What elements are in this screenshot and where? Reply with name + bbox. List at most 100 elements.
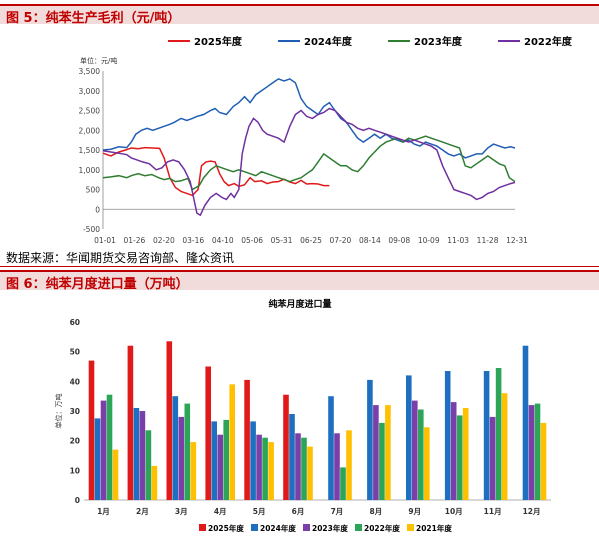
figure6-x-tick-label: 1月 (97, 507, 110, 516)
figure6-legend-swatch (407, 524, 414, 531)
figure6-bar (145, 430, 152, 500)
figure6-x-tick-label: 10月 (445, 507, 463, 516)
figure5-x-tick-label: 07-20 (330, 236, 352, 245)
figure6-bar (385, 405, 391, 500)
figure6-bar (328, 396, 334, 500)
figure6-bar (444, 371, 451, 500)
figure6-bar (172, 396, 179, 500)
figure6-x-tick-label: 6月 (292, 507, 305, 516)
figure5-legend-label: 2022年度 (524, 35, 573, 48)
figure5-y-tick-label: 1,500 (79, 146, 101, 155)
figure6-heading-bar: 图 6：纯苯月度进口量（万吨） (0, 270, 599, 292)
figure6-x-tick-label: 2月 (136, 507, 149, 516)
figure6-bar (178, 416, 185, 500)
figure6-bar (534, 403, 541, 500)
figure6-bar (522, 345, 529, 500)
figure6-bar (412, 400, 418, 500)
figure6-bar (289, 414, 295, 500)
figure6-bar (94, 418, 101, 500)
figure5-series-line (102, 78, 516, 159)
figure5-x-tick-label: 11-28 (477, 236, 499, 245)
figure6-bar (462, 408, 469, 500)
figure6-x-tick-label: 8月 (370, 507, 383, 516)
figure6-bar (379, 422, 385, 500)
figure5-x-tick-label: 08-14 (359, 236, 381, 245)
figure5-source: 数据来源：华闻期货交易咨询部、隆众资讯 (6, 251, 235, 265)
figure5-y-tick-label: 2,500 (79, 107, 101, 116)
figure6-y-tick-label: 50 (70, 348, 80, 357)
figure5-legend-label: 2023年度 (414, 35, 463, 48)
figure6-bar (418, 409, 424, 500)
figure6-bar (223, 419, 229, 500)
figure6-bar (540, 422, 547, 500)
figure6-bar (340, 467, 346, 500)
figure6-legend-swatch (355, 524, 362, 531)
figure6-bar (346, 430, 352, 500)
figure6-chart-title: 纯苯月度进口量 (268, 298, 331, 310)
figure6-bar (307, 446, 313, 500)
figure6-x-tick-label: 12月 (523, 507, 541, 516)
figure5-x-tick-label: 09-08 (388, 236, 410, 245)
figure5-series-line (102, 135, 516, 191)
figure6-y-tick-label: 0 (75, 496, 80, 505)
figure6-bar (256, 434, 262, 500)
figure5-heading-bar: 图 5：纯苯生产毛利（元/吨） (0, 4, 599, 26)
figure6-bar (106, 394, 113, 500)
figure6-bar (88, 360, 95, 500)
figure6-bar (483, 371, 490, 500)
figure6-bar (295, 433, 301, 501)
figure6-bar (184, 403, 191, 500)
figure6-bar (456, 415, 463, 500)
figure6-bar (406, 375, 412, 500)
figure6-x-tick-label: 7月 (331, 507, 344, 516)
figure5-y-tick-label: 1,000 (79, 166, 101, 175)
figure5-heading: 图 5：纯苯生产毛利（元/吨） (6, 11, 181, 26)
figure6-bar (112, 449, 119, 500)
figure6-bar (205, 366, 211, 500)
figure6-y-tick-label: 30 (70, 407, 80, 416)
figure6-legend-label: 2022年度 (364, 523, 400, 533)
figure5-x-tick-label: 01-01 (94, 236, 116, 245)
figure5-x-tick-label: 06-25 (300, 236, 322, 245)
figure5-x-tick-label: 05-31 (271, 236, 293, 245)
figure6-y-tick-label: 20 (70, 437, 80, 446)
figure6-bar (489, 416, 496, 500)
figure6-bar (283, 394, 289, 500)
figure6-bar (100, 400, 107, 500)
figure5-y-tick-label: 0 (95, 205, 100, 214)
figure5-series-line (102, 107, 516, 217)
figure6-legend-label: 2024年度 (260, 523, 296, 533)
figure6-y-tick-label: 10 (70, 466, 80, 475)
figure5-legend-label: 2025年度 (194, 35, 243, 48)
figure6-bar (190, 442, 197, 500)
figure6-bar (250, 421, 256, 500)
figure6-y-label: 单位：万吨 (54, 394, 63, 429)
figure6-legend-label: 2025年度 (208, 523, 244, 533)
figure6-legend-swatch (251, 524, 258, 531)
figure6-bar (424, 427, 430, 500)
figure5-y-tick-label: 500 (86, 186, 101, 195)
figure6-bar (367, 379, 373, 500)
figure6-bar (133, 408, 140, 500)
figure6-x-tick-label: 4月 (214, 507, 227, 516)
figure6-bar (244, 379, 250, 500)
figure5-x-tick-label: 12-31 (506, 236, 528, 245)
figure6-heading: 图 6：纯苯月度进口量（万吨） (6, 277, 189, 292)
figure6-bar (127, 345, 134, 500)
figure6-bar (166, 341, 173, 500)
figure6-bar (268, 442, 274, 500)
figure6-bar (334, 433, 340, 501)
figure6-y-tick-label: 60 (70, 318, 80, 327)
figure6-bar (217, 434, 223, 500)
figure6-bar (528, 405, 535, 500)
figure5-y-tick-label: 3,000 (79, 87, 101, 96)
figure6-legend-swatch (303, 524, 310, 531)
figure5-x-tick-label: 03-16 (182, 236, 204, 245)
figure6-bar (495, 368, 502, 500)
figure6-legend-label: 2023年度 (312, 523, 348, 533)
figure6-y-tick-label: 40 (70, 377, 80, 386)
figure5-line-chart: 单位：元/吨 3,500 3,000 2,500 2,000 1,500 1,000 500 0… (79, 35, 573, 245)
section-divider (0, 266, 599, 267)
figure6-bar (373, 405, 379, 500)
